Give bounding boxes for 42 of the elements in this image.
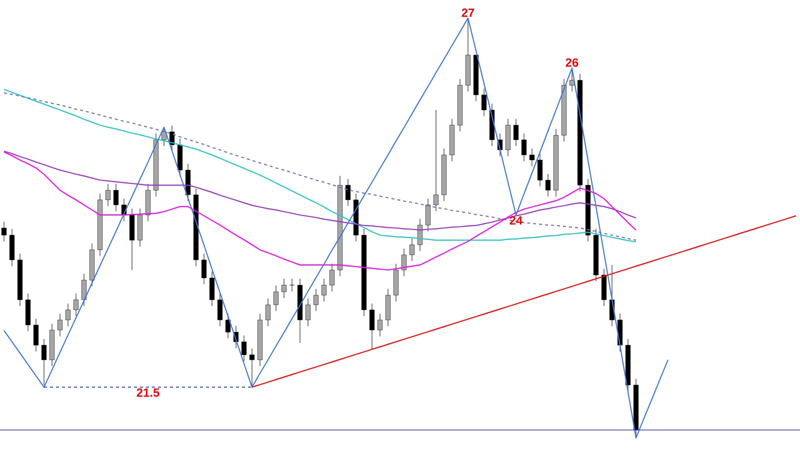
candlestick <box>33 318 39 352</box>
candlestick <box>305 298 311 327</box>
candlestick <box>57 313 63 337</box>
candlestick <box>289 278 295 292</box>
annotation: 24 <box>510 216 523 225</box>
candlestick <box>113 184 119 212</box>
candlestick <box>313 288 319 312</box>
candlestick <box>345 178 351 206</box>
annotation: 27 <box>462 8 474 17</box>
candlestick <box>241 335 247 362</box>
candlestick <box>41 338 47 386</box>
candlestick <box>369 303 375 350</box>
candlestick <box>105 184 111 206</box>
candlestick <box>377 313 383 337</box>
candlestick <box>433 110 439 212</box>
candlestick <box>249 348 255 388</box>
candlestick <box>409 238 415 262</box>
candlestick <box>209 271 215 306</box>
candlestick <box>513 118 519 146</box>
candlestick <box>265 298 271 327</box>
candlestick <box>65 303 71 327</box>
candlestick <box>521 133 527 162</box>
candlestick <box>1 221 7 242</box>
candlestick <box>417 218 423 252</box>
candlestick <box>201 253 207 285</box>
annotation: 21.5 <box>136 388 160 397</box>
candlestick <box>481 88 487 117</box>
candlestick <box>529 148 535 167</box>
candlestick <box>569 68 575 92</box>
candlestick <box>545 174 551 197</box>
candlestick <box>273 285 279 312</box>
candlestick <box>281 278 287 298</box>
candlestick <box>537 153 543 187</box>
candlestick <box>225 313 231 339</box>
candlestick <box>81 274 87 306</box>
candlestick <box>329 263 335 292</box>
candlestick <box>321 278 327 302</box>
candlestick <box>401 248 407 277</box>
candlestick <box>217 293 223 327</box>
annotation: 26 <box>566 58 578 67</box>
candlestick <box>425 198 431 232</box>
candlestick <box>73 293 79 316</box>
